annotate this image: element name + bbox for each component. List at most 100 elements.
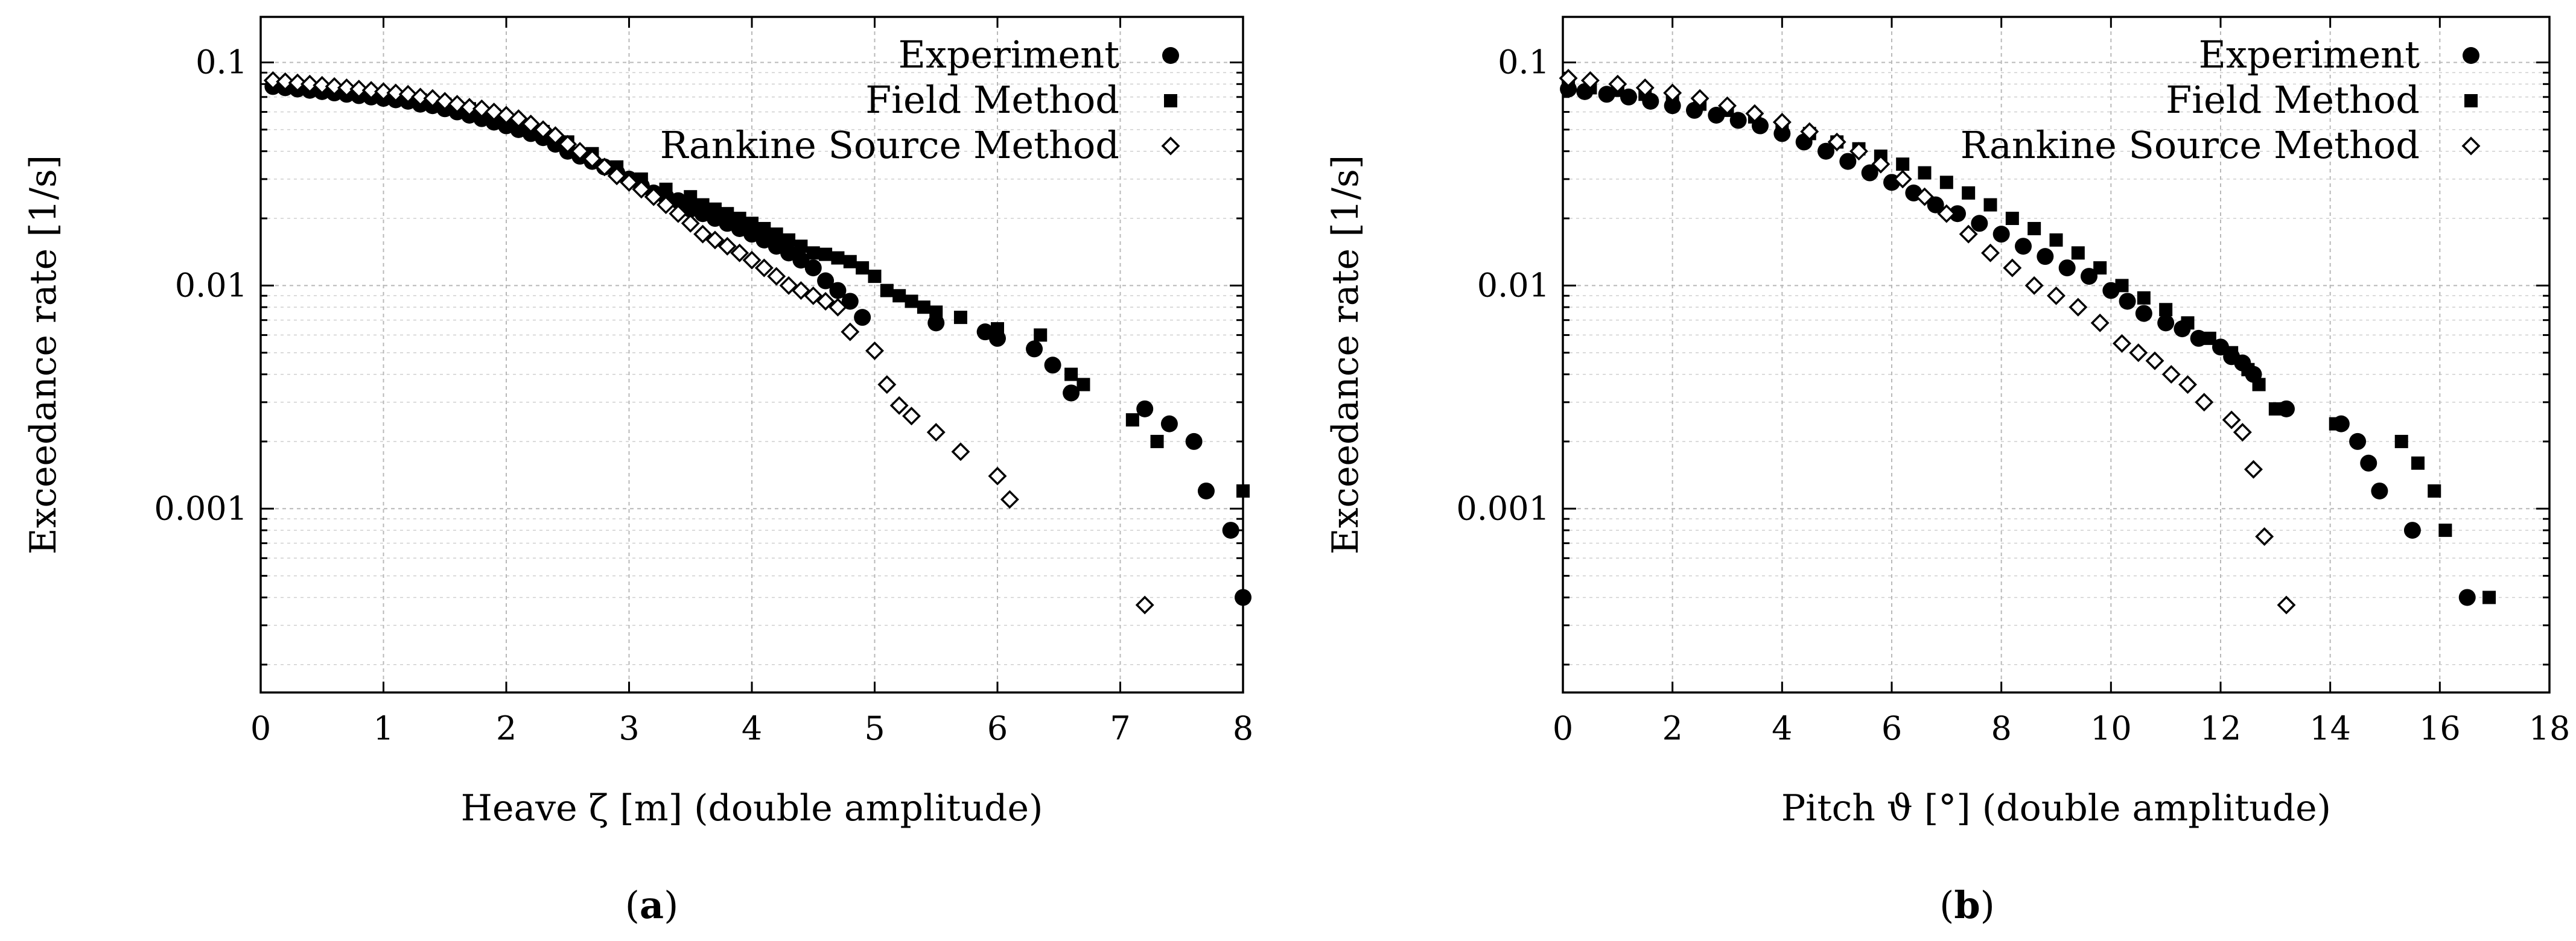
data-point xyxy=(2482,591,2496,604)
data-point xyxy=(779,276,798,295)
data-point xyxy=(669,204,688,223)
data-point xyxy=(2161,365,2181,384)
data-point xyxy=(659,182,673,196)
data-point xyxy=(2069,297,2088,317)
data-point xyxy=(1620,88,1637,106)
y-tick-label: 0.001 xyxy=(1456,489,1550,527)
x-tick-label: 6 xyxy=(1881,709,1902,747)
data-point xyxy=(2349,432,2367,450)
chart-panel-a: 0 1 2 3 4 5 6 7 8 0.001 0.01 0.1 Heave ζ [m] (double… xyxy=(22,16,1253,927)
data-point xyxy=(2371,482,2388,499)
data-point xyxy=(2090,313,2110,332)
data-point xyxy=(2157,314,2175,332)
legend-marker xyxy=(2463,47,2479,64)
data-point xyxy=(708,202,722,216)
data-point xyxy=(991,322,1004,336)
data-point xyxy=(865,341,884,361)
data-point xyxy=(856,261,870,275)
series-rankine-source-method xyxy=(263,71,1154,615)
data-point xyxy=(681,214,700,233)
data-point xyxy=(435,92,454,111)
data-point xyxy=(780,244,798,262)
data-point xyxy=(1772,113,1792,131)
data-point xyxy=(2113,334,2131,353)
data-point xyxy=(828,297,847,317)
data-point xyxy=(2190,329,2207,347)
data-point xyxy=(831,251,845,265)
data-point xyxy=(1939,176,1953,189)
x-tick-label: 14 xyxy=(2309,709,2351,747)
data-point xyxy=(720,207,734,221)
data-point xyxy=(2081,268,2097,285)
data-point xyxy=(757,221,771,235)
data-point xyxy=(817,272,835,290)
data-point xyxy=(791,281,810,300)
data-point xyxy=(2255,527,2274,546)
data-point xyxy=(1800,122,1819,141)
data-point xyxy=(570,142,590,161)
data-point xyxy=(926,423,946,442)
data-point xyxy=(2129,343,2148,363)
data-point xyxy=(742,250,762,270)
x-axis-label: Pitch ϑ [°] (double amplitude) xyxy=(1781,787,2331,829)
data-point xyxy=(533,120,553,139)
data-point xyxy=(1690,89,1709,108)
data-point xyxy=(696,198,710,212)
data-point xyxy=(620,173,638,192)
data-point xyxy=(460,98,479,117)
data-point xyxy=(2394,434,2408,448)
data-point xyxy=(1871,154,1891,174)
data-point xyxy=(1927,196,1944,214)
data-point xyxy=(792,252,810,269)
data-point xyxy=(1992,226,2010,243)
data-point xyxy=(730,243,749,262)
data-point xyxy=(2119,293,2136,310)
data-point xyxy=(2003,258,2022,277)
data-point xyxy=(1000,490,1019,509)
data-point xyxy=(1861,164,1878,182)
data-point xyxy=(2145,351,2164,370)
data-point xyxy=(2058,259,2076,277)
data-point xyxy=(2329,417,2342,431)
data-point xyxy=(2244,460,2263,479)
data-point xyxy=(2178,375,2197,394)
data-point xyxy=(1981,243,2000,262)
y-tick-label: 0.01 xyxy=(175,266,247,304)
x-tick-label: 8 xyxy=(1233,709,1253,747)
data-point xyxy=(1026,340,1043,358)
y-axis: 0.001 0.01 0.1 xyxy=(1456,43,2549,666)
data-point xyxy=(804,286,823,305)
data-point xyxy=(2195,393,2214,412)
data-point xyxy=(1197,482,1215,499)
chart-panel-b: 0 2 4 6 8 10 12 14 16 18 0.001 0.01 0.1 Pitch ϑ [°] (… xyxy=(1325,16,2570,927)
data-point xyxy=(2135,305,2152,322)
data-point xyxy=(2268,402,2282,416)
data-point xyxy=(1135,595,1154,615)
data-point xyxy=(632,180,651,199)
data-point xyxy=(2438,524,2452,537)
data-point xyxy=(2071,246,2085,260)
panel-label: (b) xyxy=(1939,883,1995,927)
data-point xyxy=(1559,69,1578,88)
data-point xyxy=(1063,384,1080,402)
data-point xyxy=(2159,303,2173,317)
x-tick-label: 12 xyxy=(2200,709,2242,747)
legend-marker xyxy=(1162,47,1179,64)
legend-marker xyxy=(1164,94,1177,107)
data-point xyxy=(794,239,808,253)
data-point xyxy=(868,270,882,284)
x-axis-label: Heave ζ [m] (double amplitude) xyxy=(461,787,1043,829)
data-point xyxy=(1959,224,1978,244)
data-point xyxy=(2403,522,2421,539)
data-point xyxy=(2241,363,2255,376)
x-tick-label: 16 xyxy=(2419,709,2461,747)
data-point xyxy=(263,71,282,90)
x-tick-label: 5 xyxy=(864,709,885,747)
data-point xyxy=(2212,338,2229,356)
x-tick-label: 2 xyxy=(1662,709,1682,747)
data-point xyxy=(1044,356,1061,374)
data-point xyxy=(1608,74,1627,93)
data-point xyxy=(2222,410,2241,429)
grid xyxy=(261,17,1243,692)
